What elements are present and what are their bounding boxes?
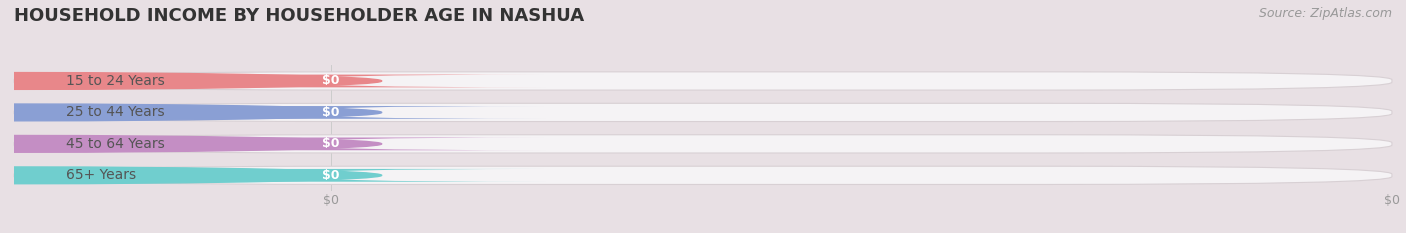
Text: 45 to 64 Years: 45 to 64 Years [66,137,165,151]
Text: 65+ Years: 65+ Years [66,168,136,182]
Text: $0: $0 [322,106,340,119]
FancyBboxPatch shape [14,166,1392,185]
Text: 15 to 24 Years: 15 to 24 Years [66,74,165,88]
FancyBboxPatch shape [14,72,1392,90]
FancyBboxPatch shape [117,137,546,150]
Text: Source: ZipAtlas.com: Source: ZipAtlas.com [1258,7,1392,20]
Text: $0: $0 [322,75,340,87]
FancyBboxPatch shape [117,106,546,119]
Circle shape [0,135,381,152]
FancyBboxPatch shape [14,135,1392,153]
Text: 25 to 44 Years: 25 to 44 Years [66,105,165,120]
FancyBboxPatch shape [14,103,1392,122]
FancyBboxPatch shape [117,169,546,182]
Circle shape [0,104,381,121]
FancyBboxPatch shape [117,75,546,87]
Circle shape [0,167,381,184]
Text: HOUSEHOLD INCOME BY HOUSEHOLDER AGE IN NASHUA: HOUSEHOLD INCOME BY HOUSEHOLDER AGE IN N… [14,7,583,25]
Text: $0: $0 [322,137,340,150]
Circle shape [0,72,381,89]
Text: $0: $0 [322,169,340,182]
